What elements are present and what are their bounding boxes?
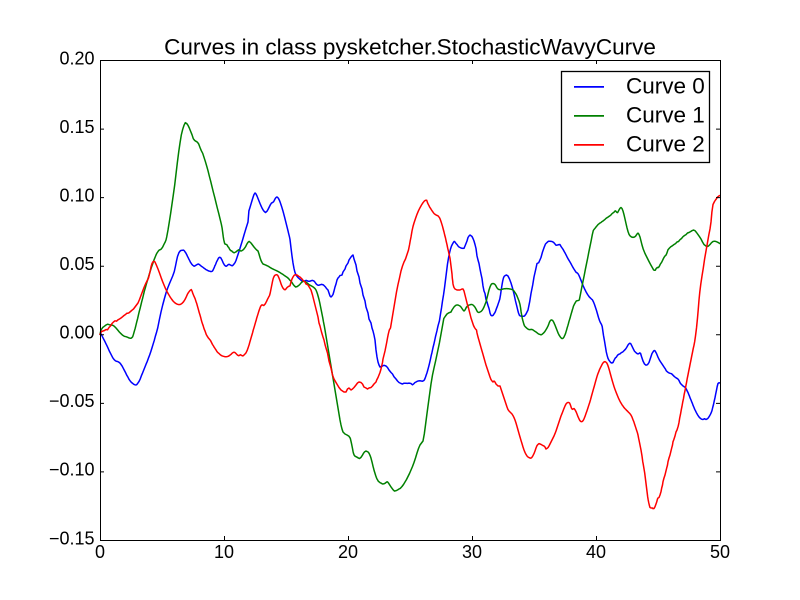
svg-text:Curve 0: Curve 0 — [626, 74, 705, 99]
svg-text:50: 50 — [710, 542, 730, 562]
svg-text:0.15: 0.15 — [59, 117, 94, 137]
svg-text:40: 40 — [586, 542, 606, 562]
svg-text:Curves in class pysketcher.Sto: Curves in class pysketcher.StochasticWav… — [164, 34, 656, 59]
svg-text:−0.10: −0.10 — [49, 460, 95, 480]
svg-text:20: 20 — [338, 542, 358, 562]
svg-text:0: 0 — [95, 542, 105, 562]
svg-text:0.10: 0.10 — [59, 185, 94, 205]
svg-text:−0.15: −0.15 — [49, 528, 95, 548]
svg-text:−0.05: −0.05 — [49, 391, 95, 411]
svg-text:0.00: 0.00 — [59, 323, 94, 343]
svg-text:10: 10 — [214, 542, 234, 562]
svg-text:0.05: 0.05 — [59, 254, 94, 274]
svg-text:30: 30 — [462, 542, 482, 562]
svg-text:0.20: 0.20 — [59, 48, 94, 68]
svg-text:Curve 1: Curve 1 — [626, 103, 705, 128]
svg-text:Curve 2: Curve 2 — [626, 132, 705, 157]
